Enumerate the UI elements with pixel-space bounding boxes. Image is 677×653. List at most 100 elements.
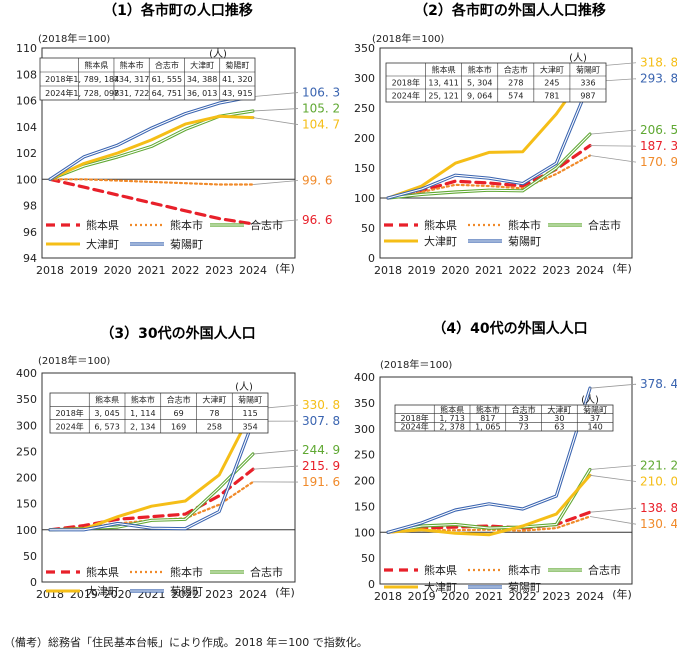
x-tick-label: 2023 xyxy=(542,590,570,603)
y-tick-label: 100 xyxy=(354,526,375,539)
y-tick-label: 104 xyxy=(16,121,37,134)
legend-label: 熊本市 xyxy=(508,218,541,232)
y-tick-label: 0 xyxy=(368,252,375,265)
plot-frame xyxy=(41,47,296,259)
table-row-label: 2018年 xyxy=(55,408,83,418)
end-value-label: 215. 9 xyxy=(302,459,340,473)
table-cell: 2, 378 xyxy=(439,423,464,432)
y-tick-label: 50 xyxy=(361,552,375,565)
legend-label: 菊陽町 xyxy=(508,581,541,594)
x-tick-label: 2024 xyxy=(576,590,604,603)
table-header-cell: 大津町 xyxy=(190,60,214,70)
series-line-合志市 xyxy=(48,109,255,181)
table-cell: 34, 388 xyxy=(187,75,218,84)
table-header-cell: 大津町 xyxy=(547,404,571,414)
chart-title: （3）30代の外国人人口 xyxy=(100,325,255,342)
legend-label: 熊本市 xyxy=(508,563,541,577)
table-cell: 33 xyxy=(519,414,529,423)
table-cell: 30 xyxy=(554,414,564,423)
x-tick-label: 2018 xyxy=(36,264,64,277)
end-value-label: 170. 9 xyxy=(640,155,677,169)
table-cell: 25, 121 xyxy=(428,92,459,101)
end-value-label: 104. 7 xyxy=(302,118,340,132)
legend-label: 菊陽町 xyxy=(170,238,203,251)
series-line-合志市-highlight xyxy=(387,468,591,533)
x-tick-label: 2020 xyxy=(104,264,132,277)
y-tick-label: 100 xyxy=(354,192,375,205)
x-tick-label: 2024 xyxy=(239,264,267,277)
end-value-label: 293. 8 xyxy=(640,72,677,86)
table-row-label: 2018年 xyxy=(392,78,420,88)
legend-label: 大津町 xyxy=(424,580,457,594)
table-header-cell: 菊陽町 xyxy=(576,65,600,75)
x-tick-label: 2022 xyxy=(171,588,199,601)
end-value-label: 187. 3 xyxy=(640,139,677,153)
x-tick-label: 2020 xyxy=(104,588,132,601)
x-tick-label: 2023 xyxy=(542,264,570,277)
y-tick-label: 350 xyxy=(354,42,375,55)
legend-label: 熊本県 xyxy=(424,218,457,232)
chart-panel-4: （4）40代の外国人人口 0 50 100 150 200 250 300 350 400 2018… xyxy=(354,320,677,603)
chart-title: （4）40代の外国人人口 xyxy=(432,320,587,337)
end-value-label: 138. 8 xyxy=(640,501,677,515)
y-tick-label: 350 xyxy=(16,393,37,406)
series-line-大津町 xyxy=(48,114,255,181)
table-cell: 41, 320 xyxy=(222,75,253,84)
table-row-label: 2024年 xyxy=(392,91,420,101)
end-value-label: 378. 4 xyxy=(640,377,677,391)
end-value-label: 330. 8 xyxy=(302,398,340,412)
table-cell: 3, 045 xyxy=(94,409,119,418)
end-value-label: 206. 5 xyxy=(640,123,677,137)
table-cell: 6, 573 xyxy=(94,422,119,431)
leader-line xyxy=(252,92,299,97)
table-cell: 731, 722 xyxy=(114,89,150,98)
y-tick-label: 300 xyxy=(354,72,375,85)
series-line-熊本市 xyxy=(48,178,255,186)
end-value-label: 318. 8 xyxy=(640,56,677,70)
table-cell: 61, 555 xyxy=(152,75,183,84)
legend-label: 熊本市 xyxy=(170,218,203,232)
legend-label: 合志市 xyxy=(250,565,283,579)
y-tick-label: 350 xyxy=(354,397,375,410)
legend-label: 菊陽町 xyxy=(508,235,541,248)
x-tick-label: 2019 xyxy=(70,264,98,277)
y-tick-label: 100 xyxy=(16,524,37,537)
x-axis-unit: (年) xyxy=(612,587,632,601)
x-tick-label: 2019 xyxy=(408,590,436,603)
y-tick-label: 100 xyxy=(16,173,37,186)
leader-line xyxy=(252,117,299,125)
table-header-cell: 菊陽町 xyxy=(225,60,249,70)
series-line-菊陽町-highlight xyxy=(49,96,254,180)
data-table xyxy=(394,404,614,432)
table-header-cell: 菊陽町 xyxy=(583,404,607,414)
table-cell: 5, 304 xyxy=(467,79,492,88)
table-cell: 1, 728, 098 xyxy=(73,89,119,98)
y-tick-label: 400 xyxy=(354,371,375,384)
y-tick-label: 94 xyxy=(23,252,37,265)
table-unit: (人) xyxy=(581,394,599,406)
x-axis-unit: (年) xyxy=(275,261,295,275)
y-tick-label: 200 xyxy=(354,475,375,488)
x-tick-label: 2021 xyxy=(138,264,166,277)
y-tick-label: 250 xyxy=(354,449,375,462)
x-tick-label: 2020 xyxy=(441,590,469,603)
x-axis-unit: (年) xyxy=(275,585,295,599)
table-header-cell: 熊本県 xyxy=(95,395,119,405)
table-row-label: 2024年 xyxy=(400,422,428,432)
x-tick-label: 2022 xyxy=(509,590,537,603)
table-header-cell: 合志市 xyxy=(155,60,179,70)
x-tick-label: 2024 xyxy=(239,588,267,601)
table-cell: 140 xyxy=(587,423,602,432)
end-value-label: 244. 9 xyxy=(302,443,340,457)
end-value-label: 99. 6 xyxy=(302,174,333,188)
y-tick-label: 98 xyxy=(23,200,37,213)
end-value-label: 130. 4 xyxy=(640,517,677,531)
plot-frame xyxy=(379,47,633,259)
legend-label: 合志市 xyxy=(588,563,621,577)
source-note: （備考）総務省「住民基本台帳」により作成。2018 年＝100 で指数化。 xyxy=(4,636,368,649)
table-header-cell: 熊本市 xyxy=(476,404,500,414)
table-cell: 169 xyxy=(171,422,186,431)
plot-frame xyxy=(41,372,296,583)
legend-label: 熊本県 xyxy=(86,565,119,579)
x-tick-label: 2023 xyxy=(205,588,233,601)
